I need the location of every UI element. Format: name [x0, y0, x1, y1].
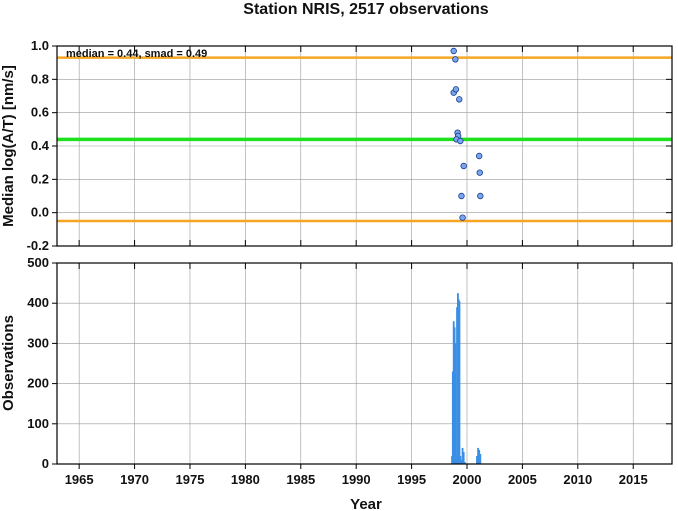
- y-tick-label: 0.2: [31, 171, 49, 186]
- data-point: [458, 192, 465, 200]
- y-tick-label: 0.4: [31, 138, 50, 153]
- data-point: [459, 214, 466, 221]
- median-annotation: median = 0.44, smad = 0.49: [66, 48, 207, 60]
- data-point: [477, 192, 484, 200]
- data-point: [457, 137, 464, 145]
- x-tick-label: 1985: [286, 472, 315, 487]
- top-ticks: [52, 45, 672, 247]
- bottom-y-axis-label: Observations: [0, 315, 17, 411]
- y-tick-label: 0.8: [31, 71, 49, 86]
- median-log-panel: -0.2 0.0 0.2 0.4 0.6 0.8 1.0 median = 0.44, sm…: [0, 38, 673, 253]
- observation-bar: [479, 453, 482, 464]
- bottom-grid: [57, 262, 672, 465]
- bottom-y-tick-labels: 0 100 200 300 400 500: [27, 255, 49, 471]
- observation-bar: [477, 447, 479, 464]
- x-tick-labels: 1965 1970 1975 1980 1985 1990 1995 2000 2005 2010…: [65, 472, 648, 487]
- x-tick-label: 2015: [619, 472, 648, 487]
- y-tick-label: 0: [42, 456, 49, 471]
- observation-bar: [458, 301, 461, 464]
- y-tick-label: 100: [27, 416, 49, 431]
- observations-panel: 0 100 200 300 400 500 1965 1970 1975 1980 1985 199…: [0, 255, 673, 511]
- x-tick-label: 2005: [508, 472, 537, 487]
- observation-bar: [462, 451, 465, 464]
- y-tick-label: 200: [27, 376, 49, 391]
- top-grid: [57, 45, 672, 247]
- x-tick-label: 2000: [453, 472, 482, 487]
- x-tick-label: 1965: [65, 472, 94, 487]
- y-tick-label: 0.6: [31, 105, 49, 120]
- x-tick-label: 1980: [231, 472, 260, 487]
- chart-title: Station NRIS, 2517 observations: [243, 1, 489, 18]
- observation-bars: [451, 293, 482, 464]
- data-point: [456, 96, 463, 103]
- data-point: [476, 169, 483, 176]
- y-tick-label: 400: [27, 295, 49, 310]
- y-tick-label: 1.0: [31, 38, 49, 53]
- data-point: [475, 152, 483, 160]
- top-y-axis-label: Median log(A/T) [nm/s]: [0, 65, 17, 227]
- data-point: [452, 86, 460, 93]
- y-tick-label: -0.2: [27, 238, 49, 253]
- x-tick-label: 1990: [342, 472, 371, 487]
- bottom-ticks: [52, 262, 672, 469]
- observation-bar: [454, 343, 457, 464]
- data-point: [450, 47, 457, 55]
- x-tick-label: 1975: [176, 472, 205, 487]
- observation-bar: [459, 455, 462, 464]
- y-tick-label: 0.0: [31, 205, 49, 220]
- data-point: [452, 56, 459, 63]
- x-tick-label: 1970: [120, 472, 149, 487]
- observation-bar: [476, 455, 478, 464]
- observation-bar: [463, 461, 466, 464]
- observation-bar: [461, 447, 464, 464]
- x-tick-label: 2010: [563, 472, 592, 487]
- reference-lines: [57, 56, 672, 223]
- x-tick-label: 1995: [397, 472, 426, 487]
- x-axis-label: Year: [350, 496, 382, 511]
- data-points: [450, 47, 484, 221]
- y-tick-label: 500: [27, 255, 49, 270]
- y-tick-label: 300: [27, 335, 49, 350]
- data-point: [460, 162, 467, 170]
- bottom-plot-frame: [56, 262, 673, 465]
- top-y-tick-labels: -0.2 0.0 0.2 0.4 0.6 0.8 1.0: [27, 38, 50, 253]
- observation-bar: [478, 449, 481, 464]
- observation-bar: [460, 459, 463, 464]
